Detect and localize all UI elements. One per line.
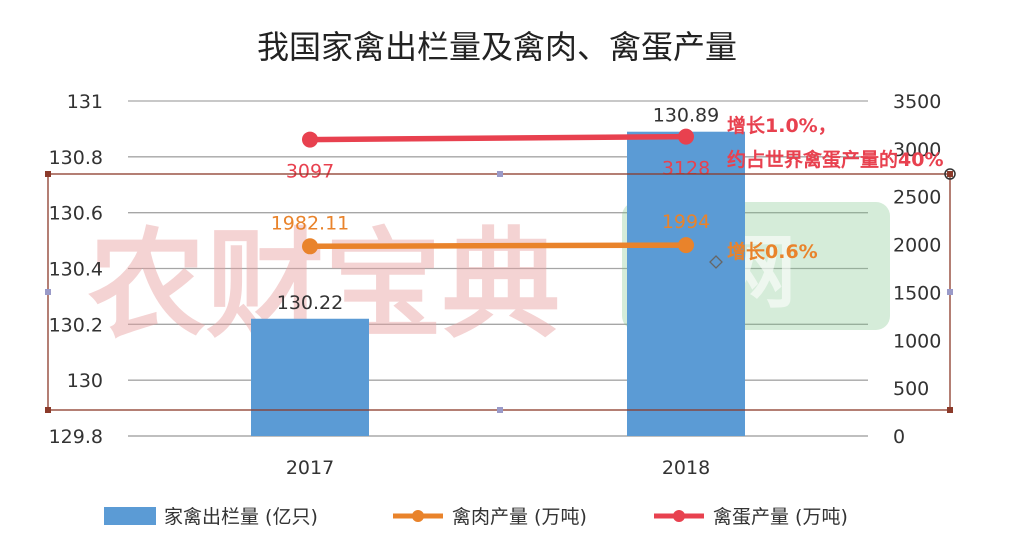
line-value-label: 1982.11 xyxy=(271,212,350,234)
legend-label: 禽蛋产量 (万吨) xyxy=(713,506,848,528)
series-point xyxy=(302,131,318,148)
right-tick-label: 1000 xyxy=(893,330,941,352)
data-labels: 130.22 130.89 1982.11 1994 3097 3128 xyxy=(271,105,720,314)
resize-handle-middle-left[interactable] xyxy=(45,289,51,295)
bar-value-label: 130.22 xyxy=(277,292,343,314)
bar xyxy=(627,131,745,437)
resize-handle-bottom-right[interactable] xyxy=(947,407,953,413)
left-tick-label: 130.2 xyxy=(49,314,103,336)
annotations: 增长1.0%， 约占世界禽蛋产量的40% 增长0.6% xyxy=(727,114,943,263)
resize-handle-middle-right[interactable] xyxy=(947,289,953,295)
left-tick-label: 130.6 xyxy=(49,203,103,225)
left-tick-label: 131 xyxy=(67,91,103,113)
meat-growth-annotation: 增长0.6% xyxy=(727,240,818,263)
right-axis: 0 500 1000 1500 2000 2500 3000 3500 xyxy=(893,91,941,448)
right-tick-label: 500 xyxy=(893,378,929,400)
line-value-label: 3128 xyxy=(662,158,710,180)
left-tick-label: 130.8 xyxy=(49,147,103,169)
legend-label: 家禽出栏量 (亿只) xyxy=(164,506,318,528)
line-series xyxy=(302,128,694,255)
right-tick-label: 3000 xyxy=(893,139,941,161)
series-point xyxy=(678,237,694,254)
legend-swatch-marker xyxy=(412,510,424,522)
right-tick-label: 1500 xyxy=(893,282,941,304)
resize-handle-bottom-center[interactable] xyxy=(497,407,503,413)
legend-swatch-marker xyxy=(673,510,685,522)
rotate-handle-icon[interactable] xyxy=(944,168,956,180)
line-value-label: 3097 xyxy=(286,161,334,183)
watermark: 农财宝典 网 xyxy=(88,202,890,372)
bar-value-label: 130.89 xyxy=(653,105,719,127)
bar xyxy=(251,318,369,436)
series-line xyxy=(309,242,687,250)
resize-handle-bottom-left[interactable] xyxy=(45,407,51,413)
resize-handle-top-center[interactable] xyxy=(497,171,503,177)
resize-handle-top-left[interactable] xyxy=(45,171,51,177)
egg-growth-annotation: 增长1.0%， xyxy=(727,114,837,137)
bar-series xyxy=(251,131,745,437)
line-value-label: 1994 xyxy=(662,211,710,233)
left-tick-label: 129.8 xyxy=(49,426,103,448)
egg-share-annotation: 约占世界禽蛋产量的40% xyxy=(727,148,943,171)
series-line xyxy=(309,133,687,143)
move-cursor-icon xyxy=(709,255,723,269)
series-point xyxy=(302,238,318,255)
x-axis: 2017 2018 xyxy=(286,457,710,479)
resize-handle-top-right[interactable] xyxy=(947,171,953,177)
series-point xyxy=(678,128,694,145)
left-tick-label: 130 xyxy=(67,370,103,392)
left-axis: 129.8 130 130.2 130.4 130.6 130.8 131 xyxy=(49,91,103,448)
legend-label: 禽肉产量 (万吨) xyxy=(452,506,587,528)
x-tick-label: 2018 xyxy=(662,457,710,479)
right-tick-label: 2000 xyxy=(893,235,941,257)
legend: 家禽出栏量 (亿只) 禽肉产量 (万吨) 禽蛋产量 (万吨) xyxy=(104,506,848,528)
left-tick-label: 130.4 xyxy=(49,259,103,281)
chart-title: 我国家禽出栏量及禽肉、禽蛋产量 xyxy=(257,28,737,66)
right-tick-label: 2500 xyxy=(893,187,941,209)
x-tick-label: 2017 xyxy=(286,457,334,479)
legend-swatch-bar xyxy=(104,507,156,525)
right-tick-label: 3500 xyxy=(893,91,941,113)
right-tick-label: 0 xyxy=(893,426,905,448)
selection-frame[interactable] xyxy=(45,168,956,413)
